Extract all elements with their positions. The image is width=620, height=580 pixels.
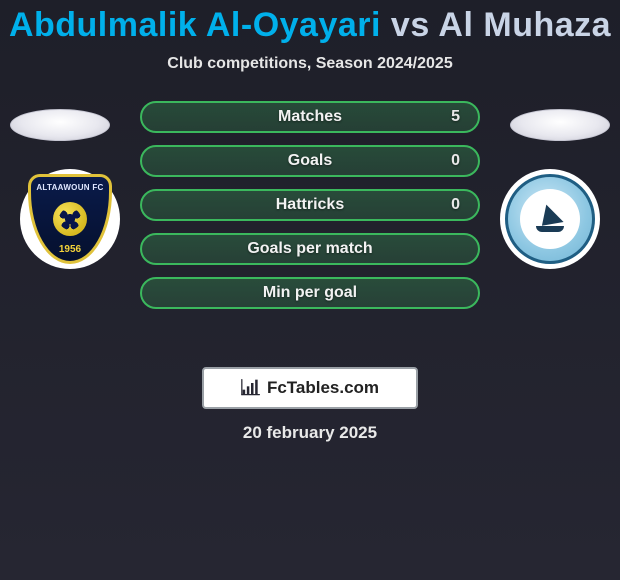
avatar-placeholder-left	[10, 109, 110, 141]
sailboat-icon	[530, 204, 570, 234]
date-text: 20 february 2025	[0, 423, 620, 443]
title-player1: Abdulmalik Al-Oyayari	[9, 6, 381, 44]
crest-icon	[505, 174, 595, 264]
stat-row: Min per goal	[140, 277, 480, 309]
stat-label: Goals	[288, 152, 332, 170]
banner-text: FcTables.com	[267, 378, 379, 398]
crest-inner-icon	[520, 189, 580, 249]
stat-label: Min per goal	[263, 284, 357, 302]
avatar-placeholder-right	[510, 109, 610, 141]
shield-icon: ALTAAWOUN FC 1956	[28, 174, 112, 264]
subtitle: Club competitions, Season 2024/2025	[0, 55, 620, 73]
team-left-name: ALTAAWOUN FC	[36, 183, 103, 192]
comparison-panel: ALTAAWOUN FC 1956 Matches 5 Goals 0 Hatt…	[0, 89, 620, 349]
stat-value: 5	[451, 108, 460, 126]
team-logo-right	[500, 169, 600, 269]
source-banner: FcTables.com	[202, 367, 418, 409]
soccer-ball-icon	[53, 202, 87, 236]
stat-row: Goals 0	[140, 145, 480, 177]
page-title: Abdulmalik Al-Oyayari vs Al Muhaza	[0, 0, 620, 45]
stats-list: Matches 5 Goals 0 Hattricks 0 Goals per …	[140, 89, 480, 309]
stat-label: Goals per match	[247, 240, 372, 258]
team-logo-left: ALTAAWOUN FC 1956	[20, 169, 120, 269]
stat-row: Hattricks 0	[140, 189, 480, 221]
bar-chart-icon	[241, 378, 261, 398]
stat-label: Matches	[278, 108, 342, 126]
stat-label: Hattricks	[276, 196, 344, 214]
team-left-year: 1956	[59, 244, 81, 255]
stat-row: Goals per match	[140, 233, 480, 265]
stat-value: 0	[451, 196, 460, 214]
title-player2: Al Muhaza	[438, 6, 611, 44]
title-vs: vs	[391, 6, 430, 44]
stat-value: 0	[451, 152, 460, 170]
stat-row: Matches 5	[140, 101, 480, 133]
